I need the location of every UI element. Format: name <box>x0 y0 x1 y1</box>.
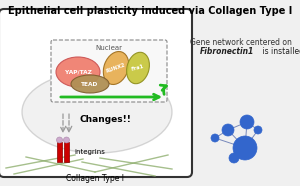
Circle shape <box>240 115 254 129</box>
Bar <box>57 142 62 162</box>
FancyBboxPatch shape <box>51 40 167 102</box>
Text: Nuclear: Nuclear <box>95 45 122 51</box>
Text: RUNX2: RUNX2 <box>106 62 127 74</box>
FancyBboxPatch shape <box>0 9 192 177</box>
Ellipse shape <box>127 52 149 84</box>
Text: is installed: is installed <box>260 47 300 56</box>
Text: Collagen Type I: Collagen Type I <box>66 174 124 183</box>
Ellipse shape <box>22 71 172 153</box>
Circle shape <box>229 153 239 163</box>
Ellipse shape <box>56 57 100 87</box>
Circle shape <box>222 124 234 136</box>
Text: YAP/TAZ: YAP/TAZ <box>64 70 92 75</box>
Text: Fibronectin1: Fibronectin1 <box>200 47 254 56</box>
Circle shape <box>211 134 219 142</box>
Ellipse shape <box>103 52 129 84</box>
Text: integrins: integrins <box>74 149 105 155</box>
Circle shape <box>254 126 262 134</box>
Text: Changes!!: Changes!! <box>79 116 131 124</box>
Circle shape <box>233 136 257 160</box>
Circle shape <box>56 137 62 143</box>
Circle shape <box>64 137 70 143</box>
Text: Epithelial cell plasticity induced via Collagen Type I: Epithelial cell plasticity induced via C… <box>8 6 292 16</box>
Text: Fra1: Fra1 <box>131 64 145 72</box>
Text: Gene network centered on: Gene network centered on <box>190 38 292 47</box>
Bar <box>64 142 69 162</box>
Text: TEAD: TEAD <box>81 81 99 86</box>
Ellipse shape <box>71 75 109 93</box>
